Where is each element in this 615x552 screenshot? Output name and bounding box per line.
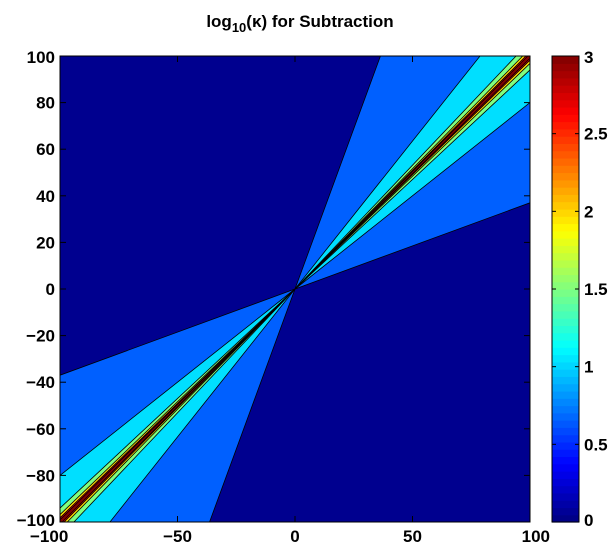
chart-title: log10(κ) for Subtraction: [206, 12, 393, 35]
title-subscript: 10: [232, 20, 246, 35]
plot-area: [59, 55, 531, 523]
colorbar-swatch: [552, 238, 579, 246]
colorbar-swatch: [552, 187, 579, 195]
y-tick-label: −60: [26, 420, 55, 439]
colorbar-swatch: [552, 500, 579, 509]
colorbar-swatch: [552, 347, 579, 356]
colorbar-swatch: [552, 157, 579, 166]
x-axis: −100 −50 0 50 100: [30, 56, 550, 546]
colorbar-swatch: [552, 303, 579, 312]
colorbar-swatch: [552, 449, 579, 458]
x-tick-label: 100: [522, 527, 550, 546]
y-tick-label: 100: [27, 48, 55, 67]
colorbar-swatch: [552, 325, 579, 334]
colorbar-swatch: [552, 478, 579, 487]
colorbar: 3 2.5 2 1.5 1 0.5 0: [551, 48, 608, 530]
colorbar-swatch: [552, 85, 579, 94]
title-prefix: log: [206, 12, 232, 31]
colorbar-swatch: [552, 376, 579, 385]
colorbar-swatch: [552, 361, 579, 370]
y-tick-label: 60: [36, 140, 55, 159]
colorbar-swatch: [552, 420, 579, 428]
colorbar-swatch: [552, 77, 579, 86]
colorbar-swatch: [552, 194, 579, 203]
colorbar-swatch: [552, 128, 579, 137]
y-tick-label: −40: [26, 373, 55, 392]
colorbar-swatch: [552, 398, 579, 407]
colorbar-swatch: [552, 427, 579, 436]
colorbar-tick-label: 0.5: [584, 435, 608, 454]
colorbar-swatch: [552, 289, 579, 297]
colorbar-swatch: [552, 165, 579, 174]
colorbar-swatch: [552, 434, 579, 443]
colorbar-tick-label: 2: [584, 202, 593, 221]
colorbar-swatch: [552, 201, 579, 210]
colorbar-swatch: [552, 259, 579, 268]
colorbar-tick-label: 0: [584, 511, 593, 530]
colorbar-swatch: [552, 441, 579, 450]
y-tick-label: 40: [36, 187, 55, 206]
colorbar-swatch: [552, 369, 579, 377]
colorbar-tick-label: 1.5: [584, 280, 608, 299]
y-tick-label: 20: [36, 233, 55, 252]
colorbar-swatch: [552, 463, 579, 472]
colorbar-swatch: [552, 281, 579, 290]
y-tick-label: −80: [26, 466, 55, 485]
y-tick-label: −20: [26, 327, 55, 346]
colorbar-swatch: [552, 56, 579, 64]
x-tick-label: 50: [403, 527, 422, 546]
y-axis: 100 80 60 40 20 0 −20 −40 −60 −80 −100: [17, 48, 530, 530]
y-tick-label: 80: [36, 94, 55, 113]
colorbar-swatch: [552, 143, 579, 152]
colorbar-swatch: [552, 310, 579, 319]
colorbar-swatch: [552, 383, 579, 392]
title-suffix: (κ) for Subtraction: [246, 12, 393, 31]
x-tick-label: −50: [163, 527, 192, 546]
colorbar-swatch: [552, 492, 579, 501]
colorbar-swatch: [552, 70, 579, 79]
colorbar-swatch: [552, 274, 579, 283]
colorbar-swatch: [552, 390, 579, 399]
colorbar-swatch: [552, 471, 579, 479]
colorbar-swatch: [552, 405, 579, 414]
colorbar-swatch: [552, 106, 579, 115]
x-tick-label: 0: [290, 527, 299, 546]
colorbar-swatch: [552, 114, 579, 123]
colorbar-swatch: [552, 318, 579, 327]
colorbar-swatch: [552, 296, 579, 305]
colorbar-swatch: [552, 208, 579, 217]
colorbar-swatch: [552, 121, 579, 130]
colorbar-swatch: [552, 216, 579, 225]
colorbar-swatch: [552, 150, 579, 159]
colorbar-swatch: [552, 136, 579, 144]
colorbar-swatch: [552, 514, 579, 523]
colorbar-tick-label: 2.5: [584, 125, 608, 144]
colorbar-swatch: [552, 92, 579, 101]
y-tick-label: −100: [17, 511, 55, 530]
colorbar-swatch: [552, 245, 579, 254]
colorbar-swatch: [552, 63, 579, 72]
colorbar-swatch: [552, 179, 579, 188]
colorbar-swatch: [552, 354, 579, 363]
colorbar-swatch: [552, 332, 579, 341]
colorbar-swatch: [552, 99, 579, 108]
colorbar-swatch: [552, 485, 579, 494]
colorbar-swatch: [552, 339, 579, 348]
colorbar-tick-label: 3: [584, 48, 593, 67]
colorbar-swatch: [552, 267, 579, 276]
colorbar-swatch: [552, 252, 579, 261]
colorbar-swatch: [552, 172, 579, 181]
colorbar-swatch: [552, 412, 579, 421]
colorbar-swatch: [552, 223, 579, 232]
x-tick-label: −100: [30, 527, 68, 546]
colorbar-swatch: [552, 507, 579, 516]
colorbar-swatch: [552, 230, 579, 239]
y-tick-label: 0: [46, 280, 55, 299]
colorbar-swatch: [552, 456, 579, 465]
colorbar-tick-label: 1: [584, 358, 593, 377]
